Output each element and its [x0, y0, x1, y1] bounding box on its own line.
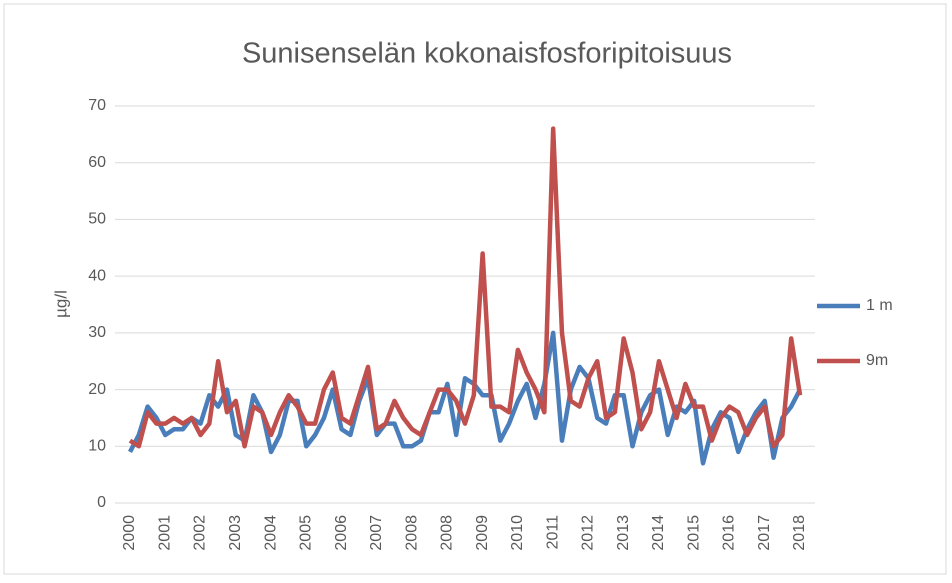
x-tick-label: 2001	[156, 515, 173, 551]
x-tick-label: 2015	[685, 515, 702, 551]
x-tick-label: 2002	[192, 515, 209, 551]
y-tick-label: 60	[88, 154, 106, 171]
y-tick-label: 50	[88, 211, 106, 228]
y-tick-label: 70	[88, 97, 106, 114]
y-tick-label: 20	[88, 381, 106, 398]
x-tick-label: 2009	[474, 515, 491, 551]
x-tick-label: 2000	[121, 515, 138, 551]
x-tick-label: 2018	[791, 515, 808, 551]
x-tick-label: 2011	[544, 515, 561, 550]
y-tick-label: 40	[88, 267, 106, 284]
legend-label: 1 m	[866, 297, 893, 314]
x-tick-label: 2008	[403, 515, 420, 551]
x-tick-label: 2007	[368, 515, 385, 551]
x-tick-label: 2004	[262, 515, 279, 551]
x-tick-label: 2014	[650, 515, 667, 551]
y-tick-label: 30	[88, 324, 106, 341]
chart-title: Sunisenselän kokonaisfosforipitoisuus	[242, 38, 732, 70]
x-tick-label: 2017	[756, 515, 773, 551]
x-tick-label: 2005	[298, 515, 315, 551]
x-tick-label: 2010	[509, 515, 526, 551]
x-tick-label: 2008	[439, 515, 456, 551]
x-tick-label: 2006	[333, 515, 350, 551]
x-tick-label: 2003	[227, 515, 244, 551]
x-tick-label: 2013	[615, 515, 632, 551]
y-tick-label: 10	[88, 438, 106, 455]
x-tick-label: 2012	[580, 515, 597, 551]
legend-label: 9m	[866, 352, 888, 369]
data-line	[128, 126, 803, 449]
chart-border	[3, 3, 947, 575]
y-tick-label: 0	[97, 494, 106, 511]
y-axis-title: µg/l	[51, 290, 70, 318]
x-tick-label: 2016	[721, 515, 738, 551]
